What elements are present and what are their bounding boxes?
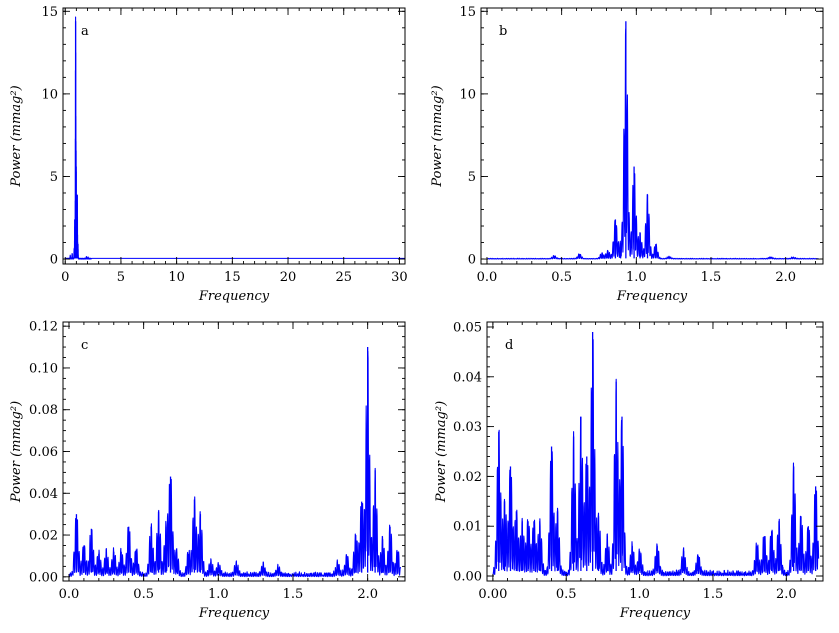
x-tick-label: 1.0: [626, 270, 647, 285]
x-tick-label: 2.0: [776, 587, 797, 602]
panel-b: 0.0 0.5 1.0 1.5 2.0 0 5 10 15 Frequency Power (mma…: [430, 5, 824, 304]
x-tick-label: 1.0: [208, 587, 229, 602]
y-tick-label: 10: [41, 87, 58, 102]
y-tick-label: 0.01: [453, 520, 482, 535]
power-spectrum-trace: [486, 28, 819, 260]
x-tick-label: 0: [61, 270, 69, 285]
x-tick-label: 0.5: [551, 270, 572, 285]
x-tick-label: 1.5: [283, 587, 304, 602]
plot-frame: [62, 7, 406, 265]
y-tick-label: 0.03: [453, 420, 482, 435]
y-tick-label: 15: [459, 5, 476, 20]
x-tick-label: 2.0: [775, 270, 796, 285]
x-tick-label: 20: [280, 270, 297, 285]
x-tick-label: 10: [168, 270, 185, 285]
y-tick-label: 10: [459, 87, 476, 102]
plot-frame: [480, 7, 824, 265]
x-tick-label: 5: [117, 270, 125, 285]
y-tick-label: 0.08: [29, 403, 58, 418]
panel-c: 0.0 0.5 1.0 1.5 2.0 0.00 0.02 0.04 0.06 0.08 0.10 0…: [9, 320, 406, 621]
x-axis-label: Frequency: [616, 289, 688, 304]
panel-label: b: [499, 24, 507, 39]
y-tick-label: 15: [41, 5, 58, 20]
y-tick-label: 0: [50, 253, 58, 268]
x-axis-label: Frequency: [619, 606, 691, 621]
y-axis-label: Power (mmag²): [9, 401, 24, 503]
power-spectrum-trace: [492, 339, 820, 577]
y-tick-label: 0.06: [29, 445, 58, 460]
y-tick-label: 5: [468, 170, 476, 185]
x-tick-label: 0.5: [556, 587, 577, 602]
x-axis-label: Frequency: [198, 289, 270, 304]
y-tick-label: 0.04: [453, 370, 482, 385]
y-tick-label: 0.12: [29, 320, 58, 335]
y-tick-label: 0.05: [453, 320, 482, 335]
y-axis-label: Power (mmag²): [9, 85, 24, 187]
power-spectrum-trace: [64, 16, 405, 260]
panel-a: 0 5 10 15 20 25 30 0 5 10 15 Frequency Power (mmag²)…: [9, 5, 408, 304]
x-tick-label: 1.5: [703, 587, 724, 602]
panel-d: 0.00 0.5 1.0 1.5 2.0 0.00 0.01 0.02 0.03 0.04 0.05…: [434, 320, 824, 621]
x-tick-label: 2.0: [357, 587, 378, 602]
plot-frame: [486, 321, 824, 582]
y-tick-label: 5: [50, 170, 58, 185]
x-tick-label: 1.0: [629, 587, 650, 602]
x-tick-label: 1.5: [701, 270, 722, 285]
y-tick-label: 0.10: [29, 361, 58, 376]
plot-frame: [62, 321, 406, 582]
panel-label: c: [81, 338, 88, 353]
y-tick-label: 0.00: [453, 570, 482, 585]
x-tick-label: 15: [224, 270, 241, 285]
y-axis-label: Power (mmag²): [430, 85, 445, 187]
x-axis-label: Frequency: [198, 606, 270, 621]
power-spectrum-trace: [68, 350, 402, 578]
x-tick-label: 0.00: [478, 587, 507, 602]
y-tick-label: 0.00: [29, 570, 58, 585]
panel-label: a: [81, 24, 89, 39]
x-tick-label: 0.0: [477, 270, 498, 285]
x-tick-label: 0.0: [59, 587, 80, 602]
x-tick-label: 25: [335, 270, 352, 285]
x-tick-label: 30: [391, 270, 408, 285]
y-tick-label: 0.04: [29, 487, 58, 502]
panel-label: d: [505, 338, 513, 353]
y-tick-label: 0.02: [29, 529, 58, 544]
y-tick-label: 0.02: [453, 470, 482, 485]
y-axis-label: Power (mmag²): [434, 401, 449, 503]
x-tick-label: 0.5: [133, 587, 154, 602]
y-tick-label: 0: [468, 253, 476, 268]
